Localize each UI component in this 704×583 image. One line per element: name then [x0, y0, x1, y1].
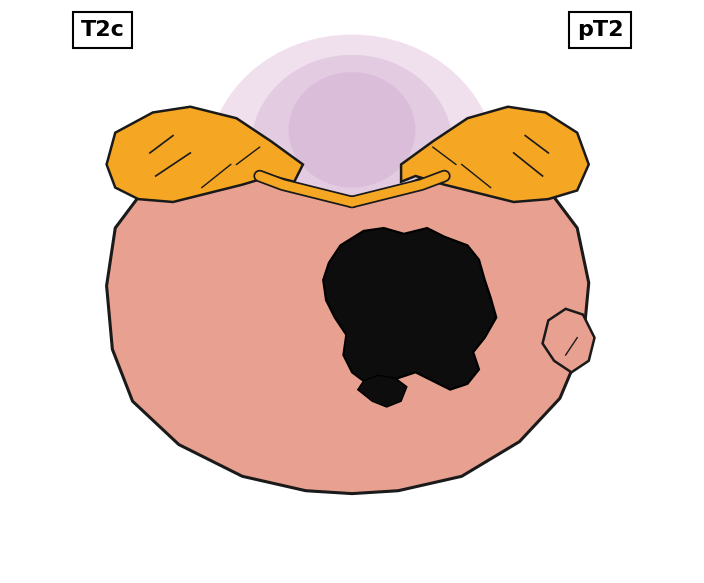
Polygon shape — [323, 228, 496, 389]
Ellipse shape — [251, 55, 453, 240]
Ellipse shape — [208, 34, 496, 294]
Polygon shape — [106, 107, 303, 202]
Polygon shape — [543, 309, 594, 373]
Text: pT2: pT2 — [577, 20, 624, 40]
Polygon shape — [358, 375, 407, 407]
Text: T2c: T2c — [80, 20, 125, 40]
Ellipse shape — [289, 72, 415, 188]
Polygon shape — [106, 164, 589, 494]
Polygon shape — [401, 107, 589, 202]
